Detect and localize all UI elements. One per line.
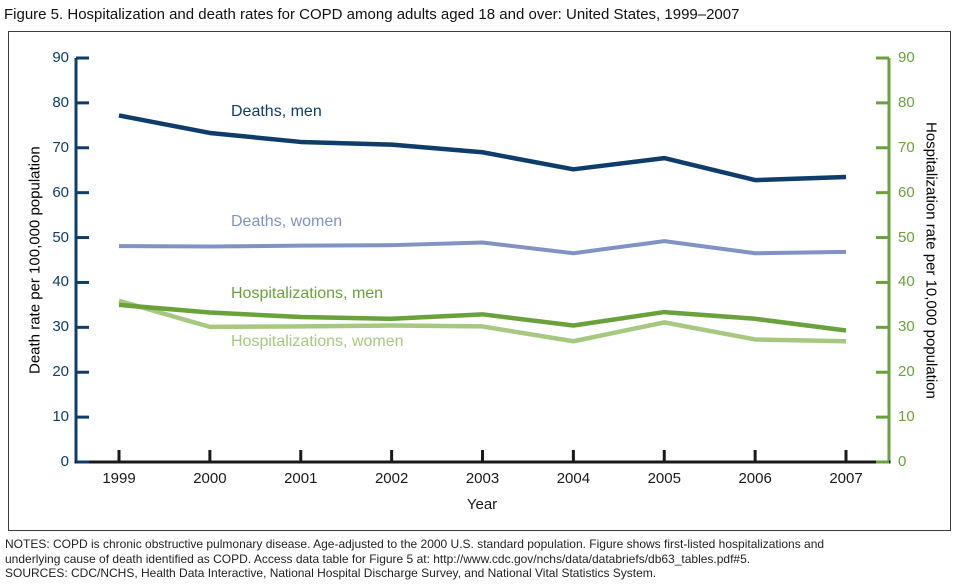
left-axis-tick-label: 30 [52, 318, 69, 336]
footnotes: NOTES: COPD is chronic obstructive pulmo… [5, 537, 957, 581]
x-axis-tick-label: 2002 [374, 470, 409, 487]
left-axis-tick-label: 70 [52, 138, 69, 156]
page-title: Figure 5. Hospitalization and death rate… [4, 6, 740, 23]
hospitalizations-men-line [118, 302, 847, 333]
x-axis-tick-label: 2004 [556, 470, 591, 487]
series-label-deaths-men: Deaths, men [231, 103, 322, 120]
left-axis-tick-label: 90 [52, 49, 69, 66]
x-axis-tick-label: 2005 [647, 470, 681, 487]
right-axis-tick-label: 40 [898, 273, 915, 291]
series-label-hospitalizations-women: Hospitalizations, women [231, 333, 404, 350]
right-axis-tick-label: 0 [898, 453, 907, 470]
x-axis-tick-label: 2000 [193, 470, 227, 487]
right-axis-tick-label: 70 [898, 138, 915, 156]
left-axis-tick-label: 20 [52, 363, 69, 381]
left-axis-tick-label: 40 [52, 273, 69, 291]
x-axis-title: Year [466, 496, 498, 513]
right-axis-title: Hospitalization rate per 10,000 populati… [922, 121, 940, 399]
left-axis-tick-label: 10 [52, 408, 69, 426]
left-axis-tick-label: 0 [60, 453, 69, 470]
right-axis-tick-label: 50 [898, 228, 915, 246]
deaths-men-line [118, 113, 847, 183]
left-axis-tick-label: 80 [52, 93, 69, 111]
notes-line-2: underlying cause of death identified as … [5, 551, 751, 566]
right-axis-tick-label: 10 [898, 408, 915, 426]
x-axis-tick-label: 1999 [102, 470, 136, 487]
deaths-women-line [118, 239, 847, 256]
right-axis-tick-label: 90 [898, 49, 915, 66]
plot-svg [74, 56, 891, 464]
notes-line-3: SOURCES: CDC/NCHS, Health Data Interacti… [5, 566, 657, 580]
x-axis-tick-label: 2006 [738, 470, 772, 487]
right-axis-tick-label: 60 [898, 183, 915, 201]
left-axis-tick-label: 50 [52, 228, 69, 246]
chart-frame: Death rate per 100,000 population Hospit… [8, 31, 951, 531]
hospitalizations-women-line [118, 298, 847, 344]
left-axis-tick-label: 60 [52, 183, 69, 201]
notes-line-1: NOTES: COPD is chronic obstructive pulmo… [5, 537, 825, 551]
right-axis-tick-label: 20 [898, 363, 915, 381]
left-axis-title: Death rate per 100,000 population [26, 146, 44, 374]
series-label-hospitalizations-men: Hospitalizations, men [231, 285, 384, 302]
right-axis-tick-label: 30 [898, 318, 915, 336]
x-axis-tick-label: 2007 [829, 470, 863, 487]
x-axis-tick-label: 2001 [284, 470, 318, 487]
x-axis-tick-label: 2003 [465, 470, 500, 487]
right-axis-tick-label: 80 [898, 93, 915, 111]
series-label-deaths-women: Deaths, women [231, 213, 343, 230]
